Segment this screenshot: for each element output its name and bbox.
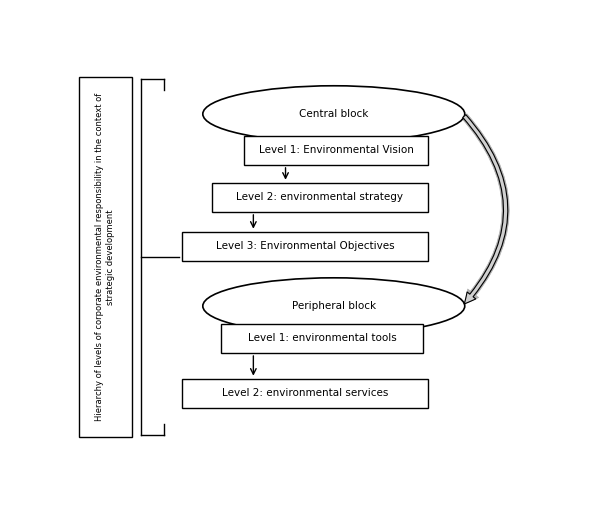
Ellipse shape xyxy=(203,278,465,334)
Text: Level 1: environmental tools: Level 1: environmental tools xyxy=(248,333,397,344)
Text: Level 3: Environmental Objectives: Level 3: Environmental Objectives xyxy=(216,241,394,251)
Text: Level 1: Environmental Vision: Level 1: Environmental Vision xyxy=(259,145,413,155)
FancyBboxPatch shape xyxy=(221,324,423,353)
FancyBboxPatch shape xyxy=(182,379,428,408)
Text: Level 2: environmental services: Level 2: environmental services xyxy=(222,388,388,398)
FancyBboxPatch shape xyxy=(182,232,428,261)
Ellipse shape xyxy=(203,86,465,142)
Text: Hierarchy of levels of corporate environmental responsibility in the context of
: Hierarchy of levels of corporate environ… xyxy=(95,93,115,421)
Text: Level 2: environmental strategy: Level 2: environmental strategy xyxy=(237,192,403,202)
FancyArrowPatch shape xyxy=(463,115,508,304)
Text: Peripheral block: Peripheral block xyxy=(292,301,376,311)
FancyBboxPatch shape xyxy=(79,77,132,437)
Text: Central block: Central block xyxy=(299,109,368,119)
FancyBboxPatch shape xyxy=(212,183,428,212)
FancyBboxPatch shape xyxy=(244,135,428,165)
FancyArrowPatch shape xyxy=(462,114,509,304)
